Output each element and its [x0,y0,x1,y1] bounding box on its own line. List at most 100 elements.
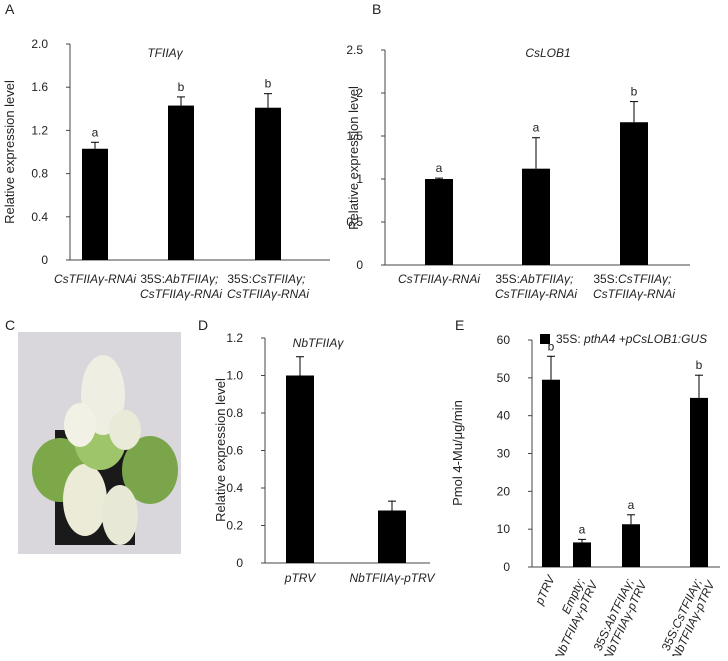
leaf [63,464,107,536]
text-part: CsTFIIAγ-RNAi [593,287,675,301]
text-part: NbTFIIAγ-pTRV [349,571,435,585]
text-part: 35S: [140,272,165,286]
y-tick-label: 1.2 [31,123,48,137]
bar [690,397,708,567]
y-tick-label: 0.5 [346,215,363,229]
significance-letter: b [265,77,272,91]
y-tick-label: 0.6 [226,444,243,458]
text-part: pTRV [532,572,558,607]
y-axis-label: Relative expression level [2,80,17,224]
leaf [122,436,178,504]
x-tick-label: 35S:CsTFIIAγ; NbTFIIAγ-pTRV [657,572,718,656]
bar [573,542,591,567]
x-tick-label: pTRV [284,571,316,585]
y-tick-label: 0 [236,556,243,570]
y-tick-label: 0.4 [226,481,243,495]
text-part: CsTFIIAγ-RNAi [398,272,480,286]
text-part: CsTFIIAγ-RNAi [495,287,577,301]
significance-letter: a [92,125,99,139]
y-tick-label: 0.8 [226,406,243,420]
bar [82,148,108,260]
y-axis-label: Relative expression level [346,86,361,230]
error-bar [627,514,635,525]
bar [425,179,453,265]
y-tick-label: 0.8 [31,167,48,181]
x-tick-label: 35S:AbTFIIAγ; CsTFIIAγ-RNAi [140,272,222,301]
legend-swatch [540,334,550,344]
y-tick-label: 2 [356,86,363,100]
text-part: pTRV [284,571,316,585]
text-part: 35S: [556,332,581,346]
x-tick-label: 35S:AbTFIIAγ; CsTFIIAγ-RNAi [495,272,577,301]
y-tick-label: 0.2 [226,519,243,533]
text-part: 35S: [495,272,520,286]
y-tick-label: 60 [497,333,511,347]
y-tick-label: 0 [503,560,510,574]
error-bar [388,500,396,511]
y-tick-label: 1.0 [226,369,243,383]
significance-letter: b [178,80,185,94]
significance-letter: a [579,522,586,536]
photo [18,332,181,554]
leaf [64,403,96,447]
error-bar [532,137,540,169]
x-tick-label: pTRV [532,572,558,607]
error-bar [630,101,638,123]
x-tick-label: NbTFIIAγ-pTRV [349,571,435,585]
significance-letter: b [631,85,638,99]
error-bar [91,141,99,149]
bar [620,122,648,266]
significance-letter: b [548,339,555,353]
panel-letter: A [5,1,15,17]
y-tick-label: 40 [497,409,511,423]
leaf [109,410,141,450]
y-tick-label: 0.4 [31,210,48,224]
panel-letter: E [455,317,464,333]
text-part: AbTFIIAγ; [519,272,577,286]
x-tick-label: 35S:CsTFIIAγ; CsTFIIAγ-RNAi [227,272,309,301]
text-part: CsTFIIAγ; [252,272,309,286]
y-tick-label: 10 [497,522,511,536]
error-bar [435,177,443,179]
significance-letter: a [533,121,540,135]
text-part: CsTFIIAγ-RNAi [227,287,309,301]
error-bar [296,356,304,376]
x-tick-label: CsTFIIAγ-RNAi [398,272,480,286]
error-bar [547,355,555,380]
leaf [102,485,138,545]
y-axis-label: Relative expression level [213,378,228,522]
significance-letter: a [436,161,443,175]
text-part: pthA4 +pCsLOB1:GUS [581,332,707,346]
bar [168,105,194,260]
panel-letter: D [198,317,208,333]
text-part: AbTFIIAγ; [164,272,222,286]
panel-letter: B [372,1,381,17]
y-tick-label: 0 [41,253,48,267]
y-tick-label: 50 [497,371,511,385]
x-tick-label: CsTFIIAγ-RNAi [54,272,136,286]
y-tick-label: 2.0 [31,37,48,51]
y-tick-label: 30 [497,447,511,461]
bar [522,168,550,265]
bar [286,375,314,563]
y-tick-label: 1.2 [226,331,243,345]
bar [255,107,281,260]
panel-letter: C [5,317,15,333]
y-tick-label: 1.5 [346,129,363,143]
text-part: CsTFIIAγ-RNAi [140,287,222,301]
y-tick-label: 1 [356,172,363,186]
y-tick-label: 20 [497,484,511,498]
error-bar [177,96,185,106]
error-bar [264,93,272,108]
text-part: CsTFIIAγ; [618,272,675,286]
y-tick-label: 1.6 [31,80,48,94]
chart-title: TFIIAγ [147,46,183,60]
bar [542,379,560,567]
y-tick-label: 0 [356,258,363,272]
error-bar [578,538,586,543]
text-part: CsTFIIAγ-RNAi [54,272,136,286]
significance-letter: a [628,498,635,512]
y-axis-label: Pmol 4-Mu/μg/min [450,400,465,506]
legend-label: 35S: pthA4 +pCsLOB1:GUS [556,332,707,346]
